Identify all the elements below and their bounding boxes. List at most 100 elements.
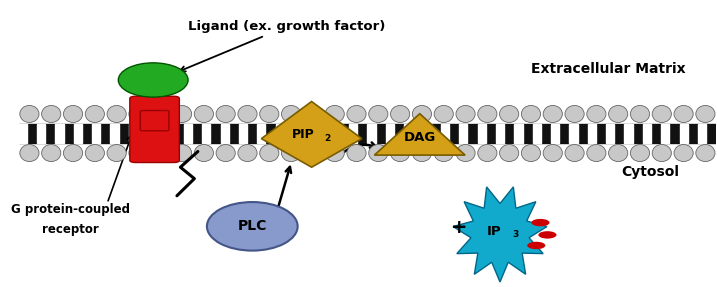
Polygon shape bbox=[453, 187, 547, 282]
Ellipse shape bbox=[282, 145, 300, 162]
Ellipse shape bbox=[347, 105, 366, 123]
Ellipse shape bbox=[630, 145, 650, 162]
Ellipse shape bbox=[565, 105, 584, 123]
Ellipse shape bbox=[151, 145, 170, 162]
Bar bbox=[184, 124, 192, 143]
Ellipse shape bbox=[391, 105, 409, 123]
Ellipse shape bbox=[521, 105, 541, 123]
Bar bbox=[331, 124, 339, 143]
Ellipse shape bbox=[434, 105, 453, 123]
Bar bbox=[55, 124, 64, 143]
Bar bbox=[37, 124, 45, 143]
Ellipse shape bbox=[412, 105, 432, 123]
Ellipse shape bbox=[695, 105, 715, 123]
Bar bbox=[533, 124, 541, 143]
Ellipse shape bbox=[238, 145, 257, 162]
Text: G protein-coupled: G protein-coupled bbox=[11, 203, 130, 216]
Polygon shape bbox=[262, 102, 362, 167]
Ellipse shape bbox=[85, 145, 105, 162]
Ellipse shape bbox=[652, 145, 671, 162]
Bar bbox=[147, 124, 156, 143]
Text: +: + bbox=[451, 218, 467, 237]
Bar bbox=[625, 124, 633, 143]
Circle shape bbox=[538, 231, 556, 238]
Ellipse shape bbox=[456, 145, 475, 162]
Text: Ligand (ex. growth factor): Ligand (ex. growth factor) bbox=[180, 20, 386, 71]
Ellipse shape bbox=[129, 145, 148, 162]
Text: 2: 2 bbox=[324, 133, 330, 143]
Ellipse shape bbox=[695, 145, 715, 162]
Bar bbox=[698, 124, 706, 143]
Ellipse shape bbox=[412, 145, 432, 162]
Ellipse shape bbox=[260, 145, 279, 162]
Bar bbox=[19, 124, 27, 143]
Ellipse shape bbox=[216, 105, 235, 123]
Ellipse shape bbox=[282, 105, 300, 123]
Text: IP: IP bbox=[487, 225, 502, 238]
Bar bbox=[514, 124, 523, 143]
Ellipse shape bbox=[63, 145, 82, 162]
Bar bbox=[680, 124, 688, 143]
Text: receptor: receptor bbox=[42, 223, 99, 236]
Ellipse shape bbox=[42, 145, 61, 162]
Ellipse shape bbox=[500, 145, 518, 162]
Bar bbox=[239, 124, 247, 143]
Bar bbox=[496, 124, 504, 143]
Bar bbox=[661, 124, 670, 143]
Ellipse shape bbox=[630, 105, 650, 123]
Ellipse shape bbox=[347, 145, 366, 162]
FancyBboxPatch shape bbox=[130, 96, 179, 162]
Ellipse shape bbox=[107, 145, 126, 162]
Ellipse shape bbox=[565, 145, 584, 162]
Ellipse shape bbox=[325, 105, 344, 123]
Ellipse shape bbox=[173, 105, 191, 123]
Bar bbox=[74, 124, 82, 143]
Ellipse shape bbox=[118, 63, 188, 97]
Ellipse shape bbox=[194, 105, 214, 123]
Ellipse shape bbox=[303, 105, 323, 123]
Bar bbox=[19, 124, 716, 143]
Ellipse shape bbox=[216, 145, 235, 162]
Ellipse shape bbox=[478, 145, 497, 162]
FancyBboxPatch shape bbox=[141, 110, 169, 131]
Ellipse shape bbox=[207, 202, 298, 251]
Bar bbox=[349, 124, 357, 143]
Ellipse shape bbox=[303, 145, 323, 162]
Ellipse shape bbox=[543, 105, 562, 123]
Ellipse shape bbox=[63, 105, 82, 123]
Bar bbox=[422, 124, 431, 143]
Ellipse shape bbox=[151, 105, 170, 123]
Bar bbox=[551, 124, 559, 143]
Ellipse shape bbox=[587, 145, 606, 162]
Ellipse shape bbox=[42, 105, 61, 123]
Ellipse shape bbox=[107, 105, 126, 123]
Bar bbox=[569, 124, 578, 143]
Bar bbox=[294, 124, 303, 143]
Bar bbox=[386, 124, 394, 143]
Bar bbox=[128, 124, 137, 143]
Ellipse shape bbox=[20, 145, 39, 162]
Ellipse shape bbox=[674, 145, 693, 162]
Text: PIP: PIP bbox=[292, 128, 315, 141]
Ellipse shape bbox=[674, 105, 693, 123]
Ellipse shape bbox=[521, 145, 541, 162]
Bar bbox=[257, 124, 265, 143]
Bar bbox=[166, 124, 174, 143]
Ellipse shape bbox=[456, 105, 475, 123]
Circle shape bbox=[531, 219, 549, 226]
Ellipse shape bbox=[325, 145, 344, 162]
Ellipse shape bbox=[173, 145, 191, 162]
Ellipse shape bbox=[434, 145, 453, 162]
Bar bbox=[588, 124, 596, 143]
Bar bbox=[221, 124, 229, 143]
Text: Extracellular Matrix: Extracellular Matrix bbox=[531, 62, 685, 76]
Bar bbox=[92, 124, 100, 143]
Ellipse shape bbox=[369, 105, 388, 123]
Text: 3: 3 bbox=[512, 230, 518, 239]
Bar bbox=[110, 124, 118, 143]
Bar bbox=[202, 124, 210, 143]
Ellipse shape bbox=[260, 105, 279, 123]
Ellipse shape bbox=[587, 105, 606, 123]
Ellipse shape bbox=[478, 105, 497, 123]
Bar bbox=[459, 124, 467, 143]
